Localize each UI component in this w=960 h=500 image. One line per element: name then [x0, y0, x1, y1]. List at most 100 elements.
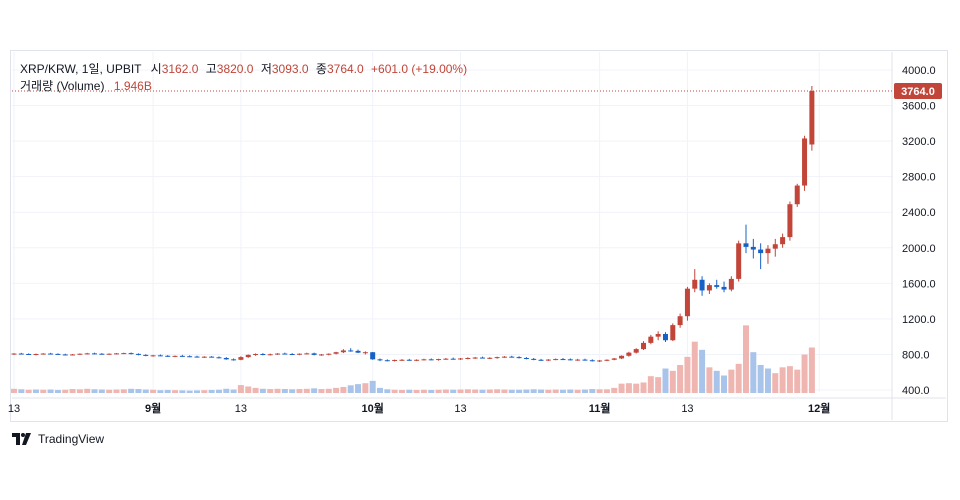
- candle-body: [472, 357, 478, 359]
- x-tick-label: 12월: [808, 401, 830, 415]
- candle-body: [406, 359, 412, 361]
- volume-bar: [281, 389, 288, 393]
- volume-bar: [377, 387, 383, 393]
- volume-bar: [208, 389, 215, 393]
- candle-body: [458, 358, 464, 360]
- candle-body: [523, 358, 529, 359]
- candle-body: [809, 90, 815, 145]
- volume-bar: [786, 366, 793, 393]
- candle-body: [33, 354, 39, 355]
- candle-body: [128, 353, 134, 355]
- candle-body: [648, 336, 654, 343]
- volume-bar: [32, 389, 39, 393]
- volume-bar: [779, 367, 786, 393]
- candle-body: [553, 359, 559, 361]
- volume-label[interactable]: 거래량 (Volume): [20, 79, 105, 93]
- candle-body: [670, 325, 676, 341]
- volume-bar: [538, 389, 545, 393]
- volume-bar: [164, 389, 171, 393]
- volume-bar: [516, 389, 523, 393]
- volume-bar: [772, 373, 779, 393]
- volume-bar: [311, 388, 318, 393]
- candle-body: [479, 357, 485, 359]
- volume-bar: [18, 389, 25, 393]
- y-tick-label: 4000.0: [902, 65, 936, 77]
- volume-bar: [340, 386, 347, 393]
- volume-bar: [655, 377, 662, 393]
- candle-body: [209, 356, 215, 358]
- volume-bar: [523, 389, 530, 393]
- candle-body: [135, 353, 141, 355]
- candle-body: [655, 334, 661, 337]
- candle-body: [465, 358, 471, 359]
- last-price-box: [894, 82, 942, 99]
- volume-bar: [150, 389, 157, 393]
- symbol-label[interactable]: XRP/KRW, 1일, UPBIT: [20, 62, 142, 76]
- candle-body: [399, 359, 405, 361]
- candle-body: [106, 353, 112, 355]
- volume-bar: [296, 389, 303, 393]
- volume-bar: [530, 389, 537, 393]
- volume-bar: [428, 389, 435, 393]
- volume-bar: [589, 389, 596, 393]
- volume-bar: [728, 369, 735, 393]
- y-tick-label: 1200.0: [902, 314, 936, 326]
- candle-body: [70, 354, 76, 356]
- candle-body: [26, 354, 32, 355]
- candle-body: [253, 354, 259, 355]
- candle-body: [11, 353, 17, 355]
- candle-body: [633, 349, 639, 353]
- volume-bar: [706, 367, 713, 393]
- candle-body: [157, 355, 163, 357]
- candle-body: [150, 355, 156, 357]
- low-value: 3093.0: [271, 62, 309, 76]
- volume-bar: [391, 389, 398, 393]
- candle-body: [223, 358, 229, 360]
- volume-bar: [201, 390, 208, 393]
- volume-bar: [764, 368, 771, 393]
- close-label: 종: [315, 62, 327, 76]
- candle-body: [575, 359, 581, 361]
- volume-bar: [494, 389, 501, 393]
- candle-body: [662, 334, 668, 341]
- volume-bar: [450, 389, 457, 393]
- tradingview-logo[interactable]: TradingView: [12, 432, 104, 446]
- candle-body: [794, 185, 800, 205]
- volume-bar: [252, 387, 259, 393]
- volume-bar: [113, 389, 120, 393]
- y-axis[interactable]: 4000.0 3600.0 3200.0 2800.0 2400.0 2000.0 1600…: [902, 65, 936, 397]
- volume-bar: [106, 389, 113, 393]
- candle-body: [267, 354, 273, 356]
- candle-body: [450, 358, 456, 360]
- candle-body: [143, 354, 149, 356]
- volume-bar: [596, 389, 603, 393]
- volume-legend: 거래량 (Volume) 1.946B: [20, 77, 152, 94]
- candle-body: [692, 279, 698, 289]
- volume-bar: [172, 390, 179, 393]
- volume-bar: [303, 388, 310, 393]
- candle-body: [18, 353, 24, 355]
- volume-bar: [647, 376, 654, 393]
- candle-body: [714, 285, 720, 287]
- candle-body: [509, 356, 515, 358]
- change-value: +601.0 (+19.00%): [371, 62, 468, 76]
- candle-body: [560, 359, 566, 361]
- volume-bar: [640, 382, 647, 393]
- volume-bar: [662, 368, 669, 393]
- candle-body: [626, 352, 632, 356]
- candle-body: [392, 359, 398, 361]
- y-tick-label: 2800.0: [902, 172, 936, 184]
- brand-name: TradingView: [38, 432, 105, 446]
- candle-body: [62, 354, 68, 356]
- volume-bar: [735, 363, 742, 393]
- candle-body: [765, 248, 771, 254]
- candle-body: [48, 353, 54, 355]
- volume-bar: [223, 388, 230, 393]
- candle-body: [538, 359, 544, 361]
- volume-bar: [435, 389, 442, 393]
- candle-body: [77, 353, 83, 355]
- volume-bar: [76, 389, 83, 393]
- volume-bar: [691, 341, 698, 393]
- x-axis[interactable]: 13 9월 13 10월 13 11월 13 12월: [8, 401, 831, 415]
